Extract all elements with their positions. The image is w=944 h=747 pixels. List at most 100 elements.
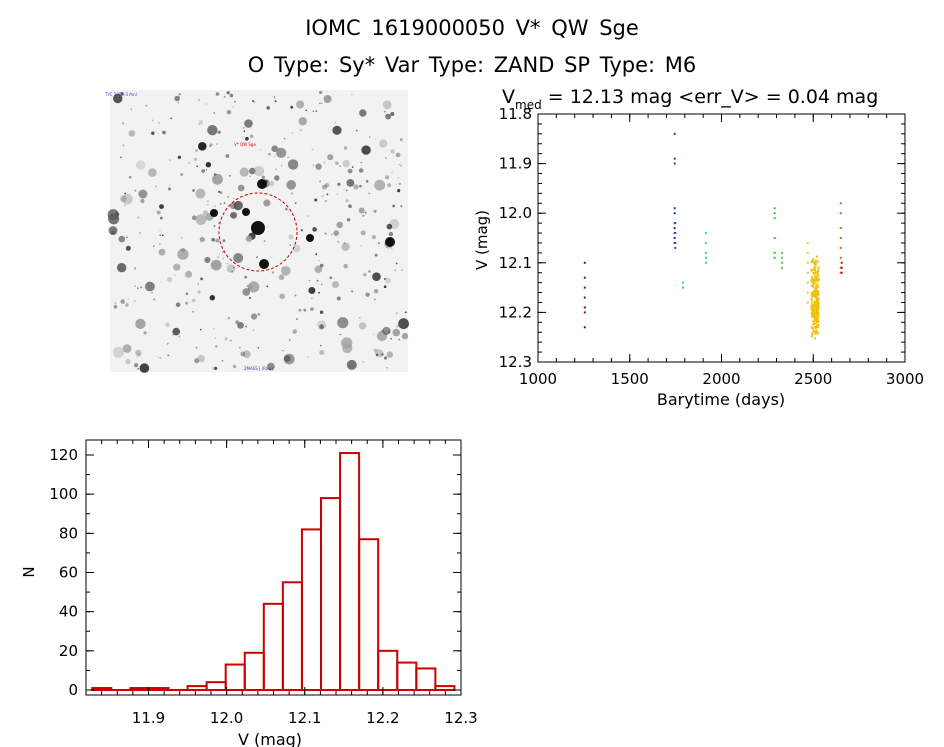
finder-star [263,199,271,207]
finder-star [127,298,130,300]
finder-star [214,337,217,339]
lc-data-point [781,266,784,269]
finder-star [399,138,403,141]
finder-star [337,317,349,329]
finder-star [243,130,246,132]
finder-star [242,288,251,296]
finder-star [215,345,218,348]
finder-star [308,287,316,294]
lc-data-point [673,212,676,215]
finder-star [392,204,396,208]
finder-star [233,266,235,269]
lc-data-point [812,305,815,308]
lc-data-point [810,275,813,278]
lc-data-point [773,212,776,215]
finder-star [221,359,224,362]
finder-star [396,154,399,156]
lc-data-point [839,212,842,215]
lc-data-point [814,315,817,318]
lc-data-point [583,311,586,314]
lc-data-point [814,293,817,296]
finder-star [178,335,181,338]
lc-data-point [815,275,818,278]
finder-star [345,199,349,203]
histogram-bar [300,528,322,692]
lc-data-point [781,256,784,259]
finder-star [351,290,354,293]
lc-data-point [816,309,819,312]
lc-data-point [815,255,818,258]
lc-data-point [817,260,820,263]
finder-star [212,173,223,185]
finder-chart-image: TYC 1000-3 mnl V* QW Sge 2MASS J (Raw) [100,88,418,374]
lc-data-point [817,279,820,282]
lc-data-point [773,256,776,259]
finder-star [398,318,409,330]
lc-data-point [815,284,818,287]
finder-star [261,175,265,179]
lc-data-point [812,258,815,261]
finder-star [362,214,365,217]
finder-star [395,152,401,158]
lc-data-point [815,298,818,301]
finder-star [174,95,180,102]
finder-star [288,234,294,240]
finder-star [113,93,123,104]
finder-star [226,262,229,265]
finder-star [324,200,327,203]
histogram-bar [434,685,456,691]
hist-x-tick-label: 12.0 [210,709,243,727]
finder-star [373,333,375,336]
finder-star [195,214,207,225]
finder-star [197,283,199,285]
finder-star [369,136,371,138]
lc-data-point [583,276,586,279]
finder-star [139,363,150,373]
lc-data-point [583,296,586,299]
finder-star [306,234,314,242]
finder-star [336,296,341,301]
finder-star [133,299,136,303]
lc-data-point [814,265,817,268]
lc-data-point [815,322,818,325]
finder-star [122,344,132,353]
histogram-bar [281,581,303,692]
lc-data-point [817,267,820,270]
finder-star [151,292,153,294]
finder-star [117,263,127,273]
finder-star [168,159,171,162]
hist-y-tick-label: 60 [59,564,78,582]
finder-star [314,265,323,273]
lc-data-point [811,294,814,297]
finder-star [136,287,139,290]
histogram-bar [320,497,342,692]
finder-star [191,298,196,303]
finder-star [159,234,161,237]
finder-star [153,245,155,247]
finder-star [245,136,249,141]
finder-star [246,284,249,288]
lc-data-point [704,251,707,254]
finder-star [386,351,394,358]
finder-star [233,200,243,211]
finder-star [392,328,401,337]
finder-star [151,119,154,122]
lc-data-point [810,297,813,300]
finder-star [401,269,403,271]
finder-star [162,130,167,135]
finder-star [195,188,206,199]
lc-data-point [806,281,809,284]
finder-star [192,189,195,192]
finder-star [396,324,399,328]
finder-star [172,327,180,336]
finder-star [207,203,209,206]
finder-star [346,218,351,222]
lc-data-point [813,268,816,271]
finder-star [213,173,217,176]
finder-star [386,223,393,230]
finder-star [282,267,284,269]
finder-star [194,358,200,364]
lc-y-tick-label: 12.2 [499,303,532,321]
